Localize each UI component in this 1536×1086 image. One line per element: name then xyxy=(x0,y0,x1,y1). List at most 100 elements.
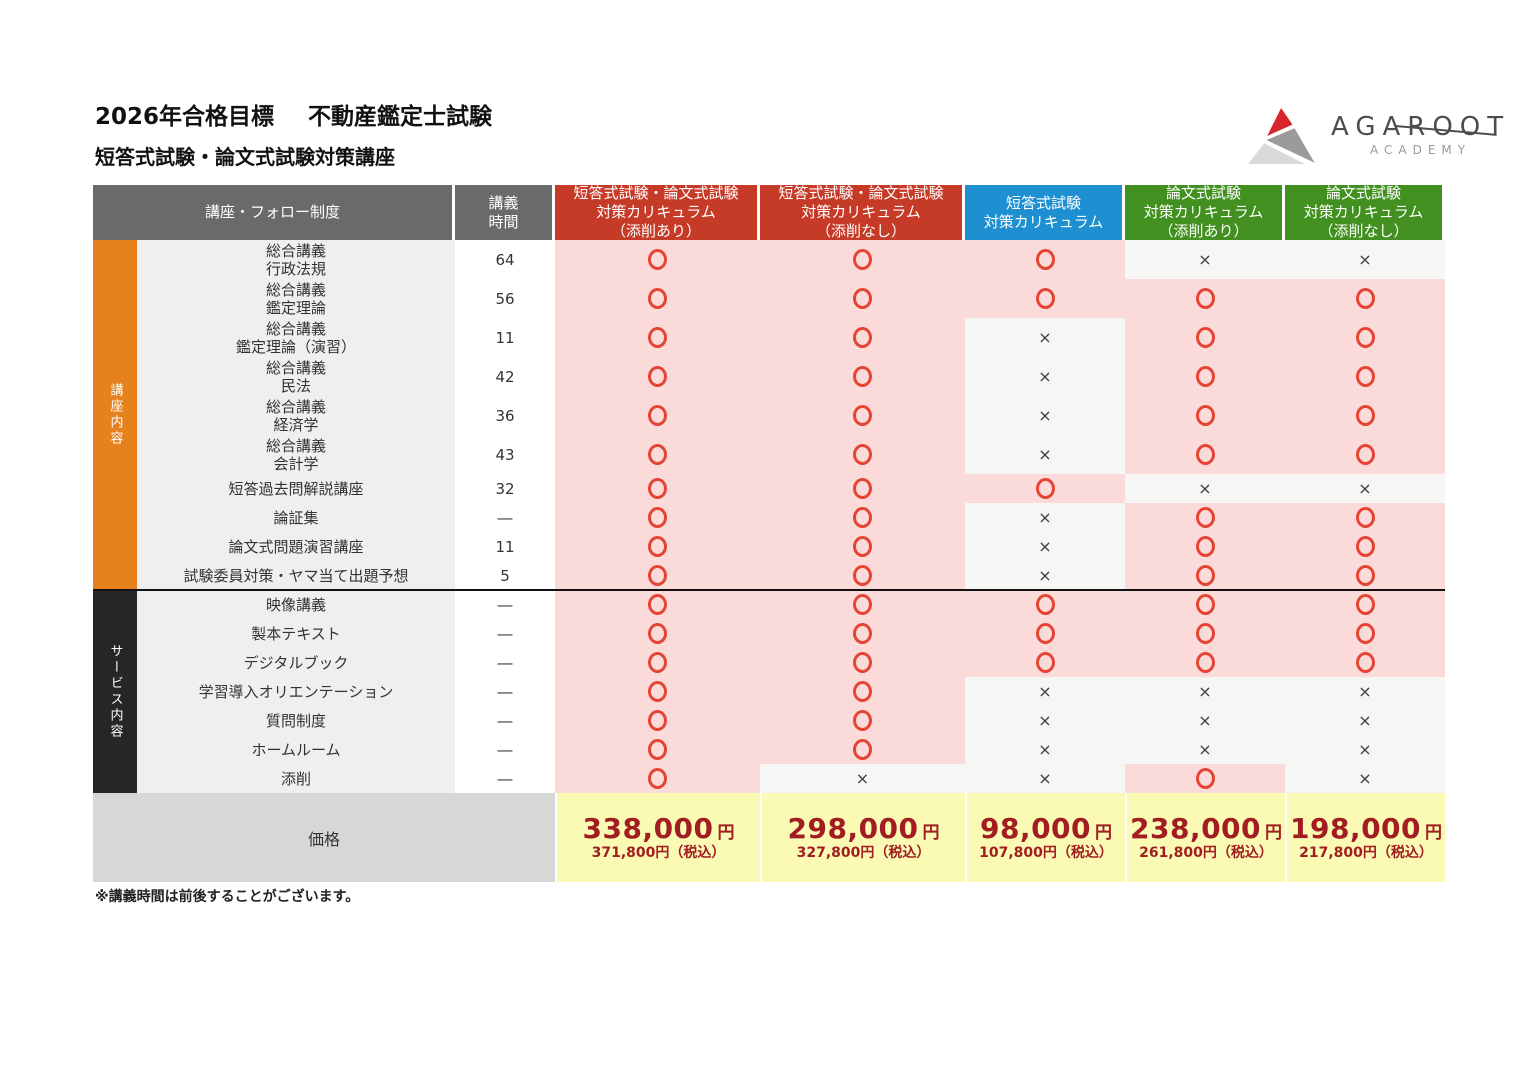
mark-cell xyxy=(555,503,760,532)
circle-mark-icon xyxy=(853,710,872,731)
row-hours: ― xyxy=(455,706,555,735)
circle-mark-icon xyxy=(853,681,872,702)
circle-mark-icon xyxy=(1035,594,1055,615)
header-plan-column: 短答式試験 対策カリキュラム xyxy=(965,185,1125,240)
mark-cell xyxy=(1285,396,1445,435)
circle-mark-icon xyxy=(853,444,872,465)
price-tax: 107,800円（税込） xyxy=(979,845,1113,861)
cross-mark-icon: × xyxy=(1038,507,1052,527)
circle-mark-icon xyxy=(1355,536,1375,557)
table-header-row: 講座・フォロー制度 講義 時間 短答式試験・論文式試験 対策カリキュラム （添削… xyxy=(93,184,1445,240)
circle-mark-icon xyxy=(1195,366,1215,387)
cross-mark-icon: × xyxy=(1038,768,1052,788)
cross-mark-icon: × xyxy=(1358,681,1372,701)
row-hours: ― xyxy=(455,619,555,648)
price-tax: 371,800円（税込） xyxy=(591,845,726,861)
table-row: 総合講義 民法 42 × xyxy=(93,357,1445,396)
cross-mark-icon: × xyxy=(1358,739,1372,759)
header-plan-column: 短答式試験・論文式試験 対策カリキュラム （添削なし） xyxy=(760,184,965,240)
price-cell: 298,000 円 327,800円（税込） xyxy=(760,793,965,882)
circle-mark-icon xyxy=(1035,478,1055,499)
mark-cell xyxy=(1285,590,1445,619)
logo-text: AGAROOT ACADEMY xyxy=(1331,113,1510,158)
table-body: 総合講義 行政法規 64 × × 総合講義 鑑定理論 56 総合講義 鑑定理論（演習） 11 ×… xyxy=(93,240,1445,793)
row-hours: ― xyxy=(455,648,555,677)
circle-mark-icon xyxy=(648,405,667,426)
mark-cell xyxy=(965,590,1125,619)
circle-mark-icon xyxy=(1195,594,1215,615)
price-unit: 円 xyxy=(717,823,735,843)
mark-cell xyxy=(760,474,965,503)
header-plan-column: 論文式試験 対策カリキュラム （添削なし） xyxy=(1285,184,1445,240)
circle-mark-icon xyxy=(1195,444,1215,465)
mark-cell xyxy=(965,240,1125,279)
mark-cell xyxy=(1125,396,1285,435)
price-unit: 円 xyxy=(1265,823,1283,843)
mark-cell xyxy=(760,677,965,706)
table-row: 学習導入オリエンテーション ― × × × xyxy=(93,677,1445,706)
price-unit: 円 xyxy=(922,823,940,843)
circle-mark-icon xyxy=(648,327,667,348)
row-hours: ― xyxy=(455,590,555,619)
mark-cell: × xyxy=(1285,706,1445,735)
cross-mark-icon: × xyxy=(1038,565,1052,585)
circle-mark-icon xyxy=(648,623,667,644)
mark-cell: × xyxy=(760,764,965,793)
row-label: 製本テキスト xyxy=(137,619,455,648)
cross-mark-icon: × xyxy=(1038,739,1052,759)
mark-cell xyxy=(760,648,965,677)
title-goal: 2026年合格目標 xyxy=(95,104,275,130)
page-title: 2026年合格目標 不動産鑑定士試験 xyxy=(95,97,492,131)
header-hours-column: 講義 時間 xyxy=(455,185,555,240)
circle-mark-icon xyxy=(648,507,667,528)
mark-cell: × xyxy=(1125,240,1285,279)
circle-mark-icon xyxy=(1355,288,1375,309)
mark-cell xyxy=(1285,435,1445,474)
title-exam: 不動産鑑定士試験 xyxy=(308,104,493,130)
price-amount: 338,000 xyxy=(582,812,714,845)
row-label: 短答過去問解説講座 xyxy=(137,474,455,503)
course-comparison-table: 講座・フォロー制度 講義 時間 短答式試験・論文式試験 対策カリキュラム （添削… xyxy=(93,184,1445,882)
row-hours: 32 xyxy=(455,474,555,503)
circle-mark-icon xyxy=(648,652,667,673)
mark-cell xyxy=(760,619,965,648)
mark-cell: × xyxy=(965,735,1125,764)
circle-mark-icon xyxy=(853,478,872,499)
row-label: 添削 xyxy=(137,764,455,793)
cross-mark-icon: × xyxy=(1198,739,1212,759)
agaroot-logo: AGAROOT ACADEMY xyxy=(1243,103,1510,167)
mark-cell xyxy=(555,396,760,435)
circle-mark-icon xyxy=(648,366,667,387)
circle-mark-icon xyxy=(853,507,872,528)
circle-mark-icon xyxy=(648,681,667,702)
cross-mark-icon: × xyxy=(1358,768,1372,788)
row-hours: 5 xyxy=(455,561,555,590)
circle-mark-icon xyxy=(853,327,872,348)
cross-mark-icon: × xyxy=(1038,405,1052,425)
price-unit: 円 xyxy=(1425,823,1443,843)
table-row: 総合講義 鑑定理論 56 xyxy=(93,279,1445,318)
row-label: 質問制度 xyxy=(137,706,455,735)
mark-cell: × xyxy=(965,318,1125,357)
price-amount: 198,000 xyxy=(1289,812,1422,845)
mark-cell xyxy=(1285,648,1445,677)
mark-cell: × xyxy=(1125,474,1285,503)
price-row: 価格 338,000 円 371,800円（税込） 298,000 円 327,800円（… xyxy=(93,793,1445,882)
circle-mark-icon xyxy=(1355,594,1375,615)
mark-cell xyxy=(1125,590,1285,619)
cross-mark-icon: × xyxy=(1198,710,1212,730)
price-tax: 327,800円（税込） xyxy=(796,845,931,861)
price-tax: 217,800円（税込） xyxy=(1299,845,1433,861)
section-sidebar-0: 講座内容 xyxy=(93,240,137,590)
mark-cell xyxy=(1285,318,1445,357)
row-label: 映像講義 xyxy=(137,590,455,619)
header-plan-column: 論文式試験 対策カリキュラム （添削あり） xyxy=(1125,184,1285,240)
row-hours: 56 xyxy=(455,279,555,318)
section-sidebar: 講座内容 サービス内容 xyxy=(93,240,137,793)
mark-cell: × xyxy=(965,357,1125,396)
circle-mark-icon xyxy=(1355,405,1375,426)
row-hours: ― xyxy=(455,503,555,532)
circle-mark-icon xyxy=(1355,565,1375,586)
mark-cell xyxy=(760,357,965,396)
mark-cell xyxy=(1285,357,1445,396)
